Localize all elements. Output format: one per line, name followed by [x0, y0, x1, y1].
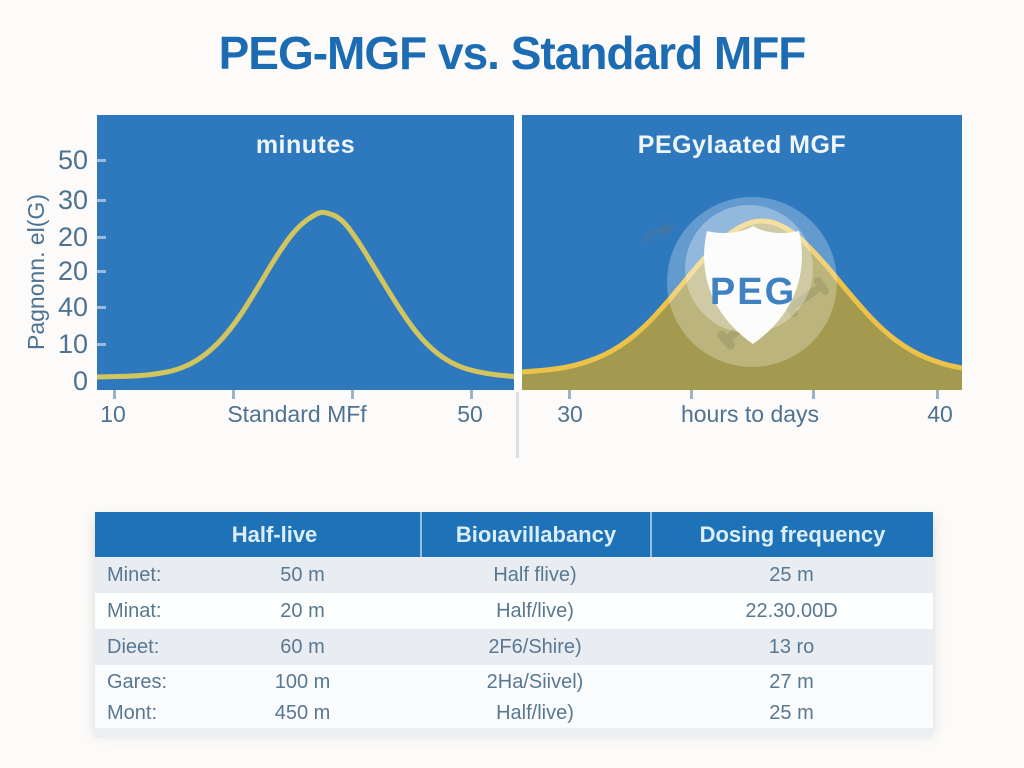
axis-tick — [232, 390, 235, 399]
axis-tick — [97, 236, 106, 239]
curve-line — [97, 209, 514, 380]
x-axis-label: Standard MFf — [227, 401, 367, 427]
x-axis-label: hours to days — [680, 401, 820, 427]
row-label: Mont: — [107, 702, 158, 724]
panel-divider — [514, 113, 522, 392]
axis-tick — [97, 270, 106, 273]
axis-tick — [470, 390, 473, 399]
axis-tick — [97, 343, 106, 346]
row-label: Gares: — [107, 670, 168, 693]
pegylated-mgf-panel: PEGylaated MGF PEG — [522, 115, 962, 390]
header-bioavailability: Bioıavillabancy — [420, 512, 650, 557]
arrow-icon — [642, 222, 677, 244]
right-panel-label: PEGylaated MGF — [637, 131, 847, 159]
row-label: Dieet: — [107, 635, 160, 658]
standard-mgf-curve — [97, 209, 514, 380]
cell-dosing: 27 m — [769, 670, 814, 693]
axis-tick — [812, 390, 815, 399]
cell-half-life: 450 m — [274, 702, 331, 724]
table-row: Minat: 20 m Half/live) 22.30.00D — [95, 593, 933, 629]
y-tick-label: 0 — [72, 366, 88, 396]
row-label: Minat: — [107, 599, 162, 622]
axis-tick — [113, 390, 116, 399]
comparison-table: Half-live Bioıavillabancy Dosing frequen… — [95, 512, 933, 728]
cell-bioavailability: 2Ha/Siivel) — [486, 670, 584, 693]
cell-bioavailability: Half/live) — [496, 599, 574, 622]
left-panel-label: minutes — [255, 131, 356, 159]
cell-dosing: 22.30.00D — [745, 599, 838, 622]
axis-tick — [936, 390, 939, 399]
page-title: PEG-MGF vs. Standard MFF — [218, 27, 807, 79]
table-shadow-strip — [95, 728, 933, 737]
axis-tick — [97, 159, 106, 162]
x-tick-label: 40 — [927, 401, 953, 427]
cell-bioavailability: 2F6/Shire) — [488, 635, 582, 658]
x-tick-label: 30 — [557, 401, 583, 427]
panel-divider-tail — [516, 392, 519, 458]
cell-bioavailability: Half flive) — [493, 563, 577, 586]
y-tick-label: 40 — [57, 292, 88, 322]
cell-half-life: 20 m — [280, 599, 325, 622]
standard-mgf-panel: minutes — [97, 115, 514, 390]
table-row: Dieet: 60 m 2F6/Shire) 13 ro — [95, 629, 933, 665]
peg-shield-icon: PEG — [704, 226, 802, 344]
y-tick-label: 50 — [57, 145, 88, 175]
table-row: Minet: 50 m Half flive) 25 m — [95, 557, 933, 593]
axis-tick — [97, 199, 106, 202]
header-half-life: Half-live — [231, 521, 318, 547]
cell-half-life: 50 m — [280, 563, 325, 586]
y-tick-label: 20 — [57, 256, 88, 286]
axis-tick — [568, 390, 571, 399]
axis-tick — [351, 390, 354, 399]
peg-badge-label: PEG — [710, 271, 796, 313]
x-tick-label: 10 — [100, 401, 126, 427]
axis-tick — [690, 390, 693, 399]
row-label: Minet: — [107, 563, 162, 586]
y-tick-label: 30 — [57, 185, 88, 215]
axis-tick — [97, 306, 106, 309]
cell-dosing: 13 ro — [768, 635, 815, 658]
table-row: Gares: 100 m 2Ha/Siivel) 27 m — [95, 665, 933, 699]
y-tick-label: 10 — [57, 329, 88, 359]
header-dosing: Dosing frequency — [650, 512, 933, 557]
table-row: Mont: 450 m Half/live) 25 m — [95, 699, 933, 728]
cell-bioavailability: Half/live) — [496, 702, 574, 724]
cell-dosing: 25 m — [769, 563, 814, 586]
y-tick-label: 20 — [57, 222, 88, 252]
curve-line — [522, 218, 962, 375]
cell-half-life: 100 m — [274, 670, 331, 693]
cell-dosing: 25 m — [769, 702, 814, 724]
cell-half-life: 60 m — [280, 635, 325, 658]
x-tick-label: 50 — [457, 401, 483, 427]
table-header-row: Half-live Bioıavillabancy Dosing frequen… — [95, 512, 933, 557]
